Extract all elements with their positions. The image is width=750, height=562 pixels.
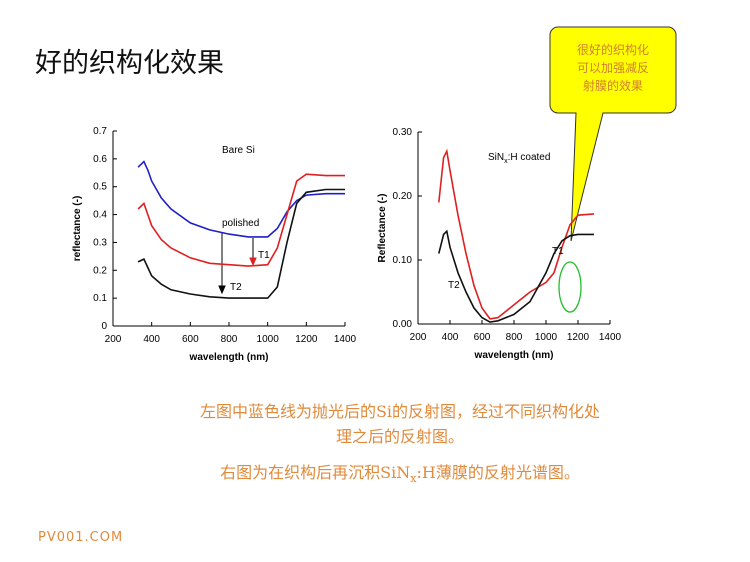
x-tick-label: 600 — [474, 332, 491, 343]
annotation-sub: x — [504, 158, 508, 165]
y-axis-label: Reflectance (-) — [377, 194, 388, 263]
y-tick-label: 0.00 — [393, 319, 413, 330]
x-tick-label: 800 — [506, 332, 523, 343]
series-line — [137, 173, 345, 267]
y-tick-label: 0.4 — [93, 210, 107, 221]
slide-title: 好的织构化效果 — [35, 48, 224, 79]
series-label: polished — [222, 218, 259, 229]
y-tick-label: 0.6 — [93, 154, 107, 165]
caption-part: :H薄膜的反射光谱图。 — [416, 463, 579, 482]
series-line — [438, 229, 594, 323]
footer: PV001.COM — [38, 530, 123, 545]
y-tick-label: 0 — [101, 321, 107, 332]
highlight-ellipse — [558, 261, 582, 313]
x-tick-label: 1000 — [257, 334, 280, 345]
caption-sub: x — [410, 472, 417, 485]
series-line — [438, 148, 595, 320]
arrows — [218, 233, 257, 295]
series-label: T1 — [552, 246, 564, 257]
x-tick-label: 1200 — [295, 334, 318, 345]
series-line — [137, 188, 345, 299]
y-tick-label: 0.10 — [393, 255, 413, 266]
callout-line: 很好的织构化 — [577, 42, 649, 57]
y-tick-label: 0.2 — [93, 265, 107, 276]
callout-line: 射膜的效果 — [583, 78, 643, 93]
x-axis-label: wavelength (nm) — [474, 350, 554, 361]
y-tick-label: 0.5 — [93, 182, 107, 193]
y-tick-label: 0.30 — [393, 127, 413, 138]
annotation-part: :H coated — [508, 152, 551, 163]
x-axis-label: wavelength (nm) — [189, 352, 269, 363]
y-axis-label: reflectance (-) — [72, 196, 83, 262]
caption: 右图为在织构后再沉积SiNx:H薄膜的反射光谱图。 — [220, 463, 580, 485]
annotation: SiNx:H coated — [488, 152, 550, 165]
caption: 左图中蓝色线为抛光后的Si的反射图，经过不同织构化处 — [200, 402, 600, 421]
x-tick-label: 400 — [143, 334, 160, 345]
x-tick-label: 800 — [221, 334, 238, 345]
x-tick-label: 1000 — [535, 332, 558, 343]
x-tick-label: 1200 — [567, 332, 590, 343]
x-tick-label: 400 — [442, 332, 459, 343]
annotation: Bare Si — [222, 145, 255, 156]
x-tick-label: 600 — [182, 334, 199, 345]
caption: 理之后的反射图。 — [336, 427, 464, 446]
callout-line: 可以加强减反 — [577, 61, 649, 75]
series-label: T1 — [258, 250, 270, 261]
x-tick-label: 200 — [105, 334, 122, 345]
annotation-part: SiN — [488, 152, 504, 163]
x-tick-label: 1400 — [599, 332, 622, 343]
series-label: T2 — [448, 280, 460, 291]
y-tick-label: 0.1 — [93, 293, 107, 304]
y-tick-label: 0.7 — [93, 126, 107, 137]
y-tick-label: 0.20 — [393, 191, 413, 202]
x-tick-label: 200 — [410, 332, 427, 343]
caption-part: 右图为在织构后再沉积SiN — [220, 463, 410, 482]
x-tick-label: 1400 — [334, 334, 357, 345]
y-tick-label: 0.3 — [93, 237, 107, 248]
series-label: T2 — [230, 282, 242, 293]
callout-bubble — [549, 26, 677, 242]
